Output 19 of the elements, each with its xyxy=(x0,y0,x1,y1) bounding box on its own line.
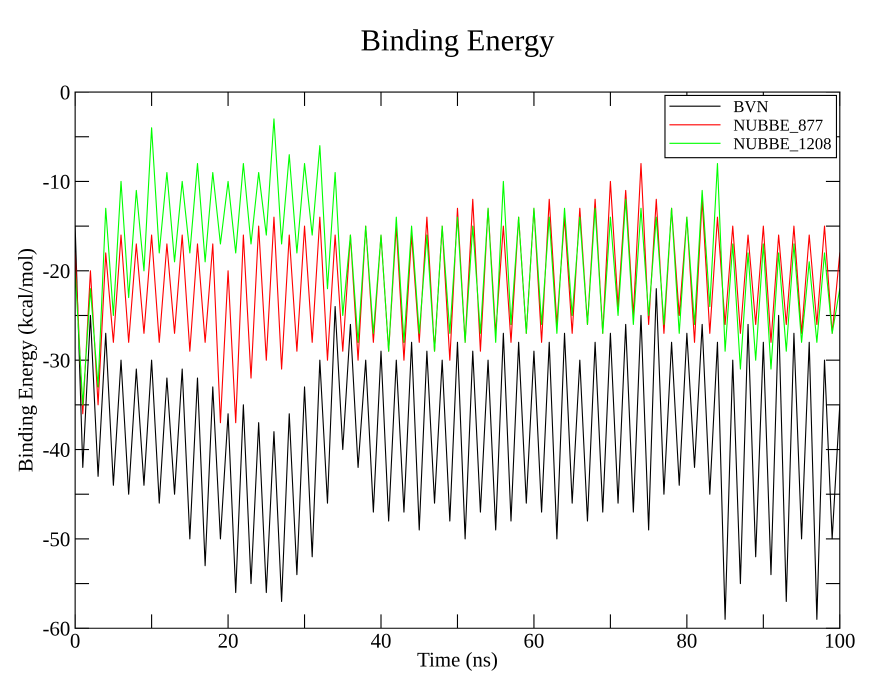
y-tick-label: -10 xyxy=(43,174,70,189)
x-axis-title: Time (ns) xyxy=(417,652,497,671)
y-tick-label: -20 xyxy=(43,264,70,278)
x-tick-label: 60 xyxy=(524,634,544,648)
x-tick-label: 40 xyxy=(370,634,391,648)
x-tick-label: 0 xyxy=(70,634,80,648)
legend-label: BVN xyxy=(734,101,768,112)
legend-label: NUBBE_877 xyxy=(734,120,823,133)
y-tick-label: -50 xyxy=(43,532,70,546)
y-tick-label: -40 xyxy=(43,442,70,457)
chart-title: Binding Energy xyxy=(361,29,554,57)
x-tick-label: 100 xyxy=(826,634,855,648)
legend-label: NUBBE_1208 xyxy=(734,138,831,152)
y-tick-label: -60 xyxy=(43,622,70,636)
x-tick-label: 80 xyxy=(677,634,696,648)
y-axis-title: Binding Energy (kcal/mol) xyxy=(18,249,37,472)
y-tick-label: -30 xyxy=(43,354,70,368)
y-tick-label: 0 xyxy=(60,85,70,100)
x-tick-label: 20 xyxy=(218,634,238,648)
